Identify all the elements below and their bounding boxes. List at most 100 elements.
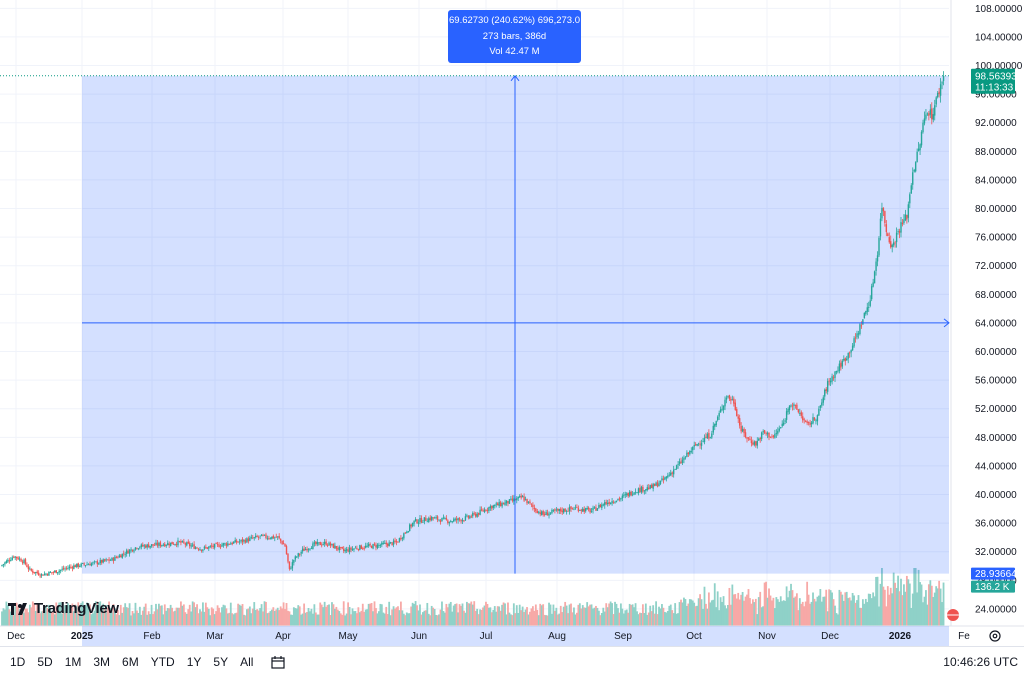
candle-body xyxy=(687,452,690,455)
candle-body xyxy=(203,546,206,549)
candle-body xyxy=(568,506,571,512)
volume-bar xyxy=(587,606,590,626)
candle-body xyxy=(681,459,684,463)
volume-bar xyxy=(237,603,240,626)
candle-body xyxy=(543,514,546,515)
candle-body xyxy=(206,547,209,549)
volume-bar xyxy=(529,611,531,626)
candle-body xyxy=(711,433,713,438)
volume-bar xyxy=(820,601,823,626)
volume-bar xyxy=(669,604,672,626)
candle-body xyxy=(277,536,279,538)
volume-bar xyxy=(568,604,571,626)
candle-body xyxy=(923,118,926,124)
volume-bar xyxy=(784,600,787,626)
volume-bar xyxy=(430,605,433,626)
candle-body xyxy=(765,433,767,435)
volume-bar xyxy=(595,605,597,626)
volume-bar xyxy=(685,605,688,626)
volume-bar xyxy=(309,611,311,626)
range-button-6m[interactable]: 6M xyxy=(122,655,139,669)
candle-body xyxy=(925,114,927,119)
volume-bar xyxy=(313,604,316,626)
volume-bar xyxy=(702,608,704,626)
range-button-all[interactable]: All xyxy=(240,655,254,669)
volume-bar xyxy=(18,608,21,626)
candle-body xyxy=(891,244,893,248)
candle-body xyxy=(372,544,374,549)
volume-bar xyxy=(328,604,330,626)
volume-bar xyxy=(48,604,50,626)
candle-body xyxy=(42,574,44,576)
candle-body xyxy=(322,544,324,546)
range-button-5d[interactable]: 5D xyxy=(37,655,53,669)
candle-body xyxy=(388,542,390,547)
range-button-5y[interactable]: 5Y xyxy=(213,655,229,669)
volume-bar xyxy=(11,605,14,626)
candle-body xyxy=(171,541,173,545)
volume-bar xyxy=(215,611,218,626)
volume-bar xyxy=(470,601,473,626)
candle-body xyxy=(211,545,213,547)
candle-body xyxy=(155,542,157,545)
candle-body xyxy=(438,519,440,521)
volume-bar xyxy=(803,606,806,626)
candle-body xyxy=(545,511,547,515)
volume-bar xyxy=(452,605,455,626)
candle-body xyxy=(851,345,854,351)
volume-bar xyxy=(356,613,358,626)
candle-body xyxy=(826,381,829,392)
candle-body xyxy=(819,405,822,408)
volume-bar xyxy=(725,608,728,626)
candle-body xyxy=(838,363,841,372)
range-button-1d[interactable]: 1D xyxy=(10,655,26,669)
volume-bar xyxy=(265,601,267,626)
volume-bar xyxy=(367,603,370,626)
volume-bar xyxy=(507,602,509,626)
range-button-3m[interactable]: 3M xyxy=(93,655,111,669)
candle-body xyxy=(162,544,165,546)
candle-body xyxy=(291,562,294,569)
candle-body xyxy=(903,219,905,223)
volume-bar xyxy=(738,599,741,626)
range-button-1m[interactable]: 1M xyxy=(64,655,82,669)
volume-badge xyxy=(971,580,1015,593)
volume-bar xyxy=(476,608,479,626)
settings-icon[interactable] xyxy=(988,629,1002,643)
candle-body xyxy=(491,505,493,509)
candle-body xyxy=(755,441,757,446)
calendar-icon[interactable] xyxy=(271,655,286,669)
candle-body xyxy=(615,500,618,503)
candle-body xyxy=(596,508,599,511)
candle-body xyxy=(120,555,122,558)
candle-body xyxy=(178,541,181,543)
range-button-1y[interactable]: 1Y xyxy=(186,655,202,669)
candle-body xyxy=(164,543,166,547)
volume-bar xyxy=(438,614,440,626)
volume-bar xyxy=(369,603,372,626)
volume-bar xyxy=(570,603,572,626)
candle-body xyxy=(910,185,912,194)
candle-body xyxy=(114,556,116,561)
candle-body xyxy=(86,564,88,566)
volume-bar xyxy=(844,592,847,626)
volume-bar xyxy=(125,607,128,626)
tradingview-logo[interactable]: TradingView xyxy=(8,600,119,617)
volume-bar xyxy=(501,604,503,626)
candle-body xyxy=(296,556,298,558)
measure-arrow-up xyxy=(510,74,520,82)
candle-body xyxy=(583,508,585,512)
volume-bar xyxy=(474,610,477,626)
range-button-ytd[interactable]: YTD xyxy=(150,655,175,669)
candle-body xyxy=(758,438,760,441)
volume-bar xyxy=(593,607,596,626)
candle-body xyxy=(885,224,888,232)
volume-bar xyxy=(790,583,792,626)
volume-bar xyxy=(938,580,941,626)
candle-body xyxy=(168,543,170,546)
volume-bar xyxy=(92,613,94,626)
candle-body xyxy=(894,242,896,244)
candle-body xyxy=(785,411,788,420)
candle-body xyxy=(108,559,110,561)
